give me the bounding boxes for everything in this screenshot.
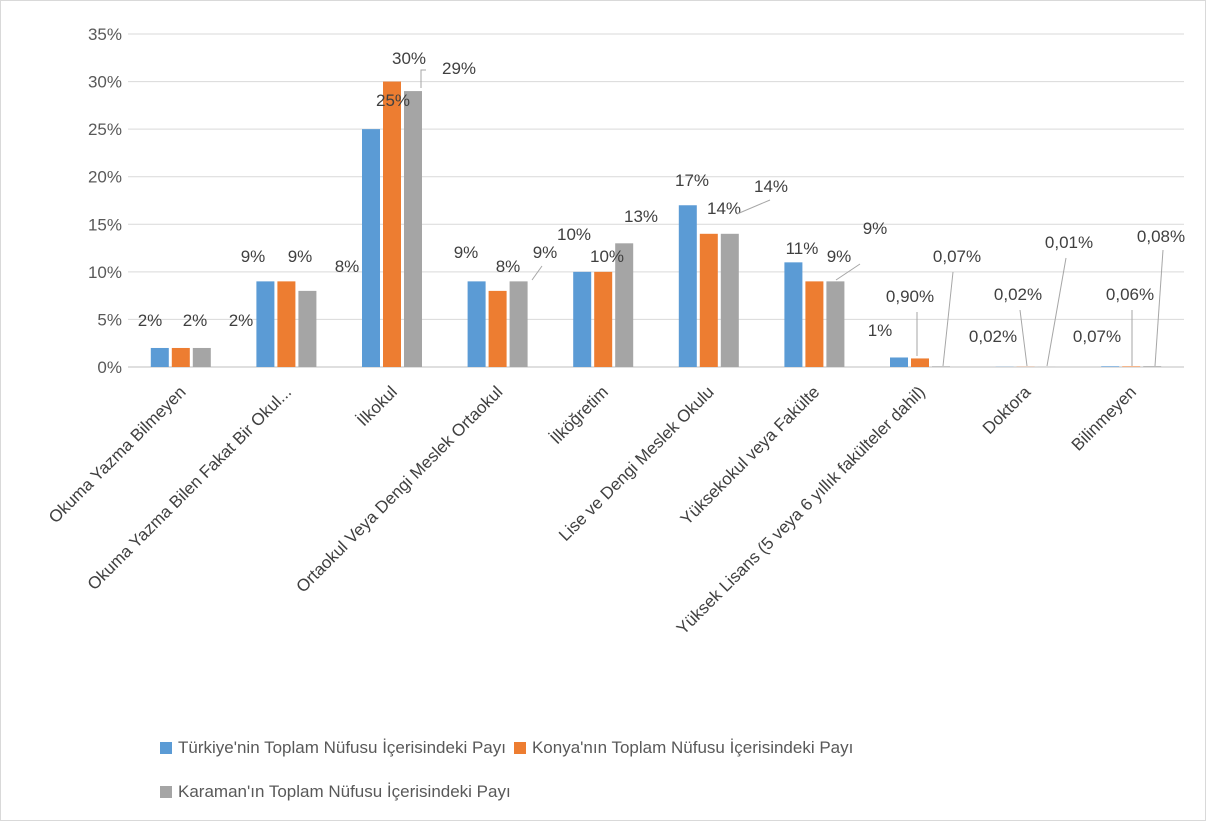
data-label: 30% bbox=[392, 49, 426, 68]
data-label: 25% bbox=[376, 91, 410, 110]
leader-line bbox=[942, 271, 954, 367]
legend-item-turkiye: Türkiye'nin Toplam Nüfusu İçerisindeki P… bbox=[160, 738, 506, 758]
leader-line bbox=[1019, 309, 1028, 367]
bar-turkiye bbox=[784, 262, 803, 367]
data-label: 17% bbox=[675, 171, 709, 190]
category-label: Okuma Yazma Bilen Fakat Bir Okul... bbox=[84, 382, 295, 593]
bar-konya bbox=[488, 290, 507, 367]
legend-swatch-turkiye bbox=[160, 742, 172, 754]
leader-line bbox=[531, 265, 543, 281]
bar-konya bbox=[911, 358, 929, 367]
y-tick-label: 10% bbox=[88, 263, 122, 282]
bar-konya bbox=[277, 281, 296, 367]
category-label: Doktora bbox=[979, 382, 1035, 438]
data-label: 0,02% bbox=[994, 285, 1042, 304]
bar-turkiye bbox=[573, 271, 592, 367]
bar-karaman bbox=[826, 281, 845, 367]
bar-turkiye bbox=[256, 281, 275, 367]
data-label: 9% bbox=[863, 219, 888, 238]
category-label: İlkokul bbox=[353, 382, 401, 430]
category-label: Ortaokul Veya Dengi Meslek Ortaokul bbox=[293, 382, 507, 596]
data-label: 14% bbox=[707, 199, 741, 218]
bar-karaman bbox=[404, 91, 422, 367]
bar-konya bbox=[1122, 366, 1141, 367]
legend-row-1: Türkiye'nin Toplam Nüfusu İçerisindeki P… bbox=[160, 738, 861, 758]
y-tick-label: 25% bbox=[88, 120, 122, 139]
bar-karaman bbox=[720, 233, 739, 367]
data-label: 0,02% bbox=[969, 327, 1017, 346]
bar-turkiye bbox=[1101, 366, 1120, 367]
data-label: 9% bbox=[454, 243, 479, 262]
bar-turkiye bbox=[362, 129, 380, 367]
bar-konya bbox=[699, 233, 718, 367]
legend-swatch-karaman bbox=[160, 786, 172, 798]
data-label: 13% bbox=[624, 207, 658, 226]
y-tick-label: 5% bbox=[97, 310, 122, 329]
bar-karaman bbox=[192, 347, 211, 367]
category-label: Bilinmeyen bbox=[1068, 382, 1140, 454]
legend-item-karaman: Karaman'ın Toplam Nüfusu İçerisindeki Pa… bbox=[160, 782, 511, 802]
data-label: 8% bbox=[335, 257, 360, 276]
bar-karaman bbox=[615, 243, 634, 367]
data-label: 10% bbox=[557, 225, 591, 244]
bar-karaman bbox=[932, 366, 950, 367]
category-label: İlköğretim bbox=[546, 382, 612, 448]
leader-line bbox=[736, 199, 771, 215]
data-label: 0,07% bbox=[933, 247, 981, 266]
leader-line bbox=[420, 69, 426, 88]
data-label: 2% bbox=[183, 311, 208, 330]
data-label: 2% bbox=[229, 311, 254, 330]
y-tick-label: 0% bbox=[97, 358, 122, 377]
bar-karaman bbox=[298, 290, 317, 367]
leader-line bbox=[1046, 257, 1067, 367]
data-label: 10% bbox=[590, 247, 624, 266]
data-label: 2% bbox=[138, 311, 163, 330]
bar-konya bbox=[383, 81, 401, 368]
legend-label-turkiye: Türkiye'nin Toplam Nüfusu İçerisindeki P… bbox=[178, 738, 506, 757]
bar-turkiye bbox=[467, 281, 486, 367]
bar-konya bbox=[171, 347, 190, 367]
data-label: 0,08% bbox=[1137, 227, 1185, 246]
bar-karaman bbox=[1143, 366, 1162, 367]
data-label: 11% bbox=[786, 239, 819, 258]
data-label: 9% bbox=[288, 247, 313, 266]
y-tick-label: 20% bbox=[88, 168, 122, 187]
data-label: 0,06% bbox=[1106, 285, 1154, 304]
data-label: 0,07% bbox=[1073, 327, 1121, 346]
bar-karaman bbox=[509, 281, 528, 367]
data-label: 0,90% bbox=[886, 287, 934, 306]
data-label: 9% bbox=[533, 243, 558, 262]
y-tick-label: 35% bbox=[88, 25, 122, 44]
bar-turkiye bbox=[150, 347, 169, 367]
data-label: 29% bbox=[442, 59, 476, 78]
legend-swatch-konya bbox=[513, 742, 526, 754]
category-label: Yüksek Lisans (5 veya 6 yıllık fakültele… bbox=[673, 382, 929, 638]
y-tick-label: 15% bbox=[88, 215, 122, 234]
data-label: 1% bbox=[868, 321, 893, 340]
data-label: 8% bbox=[496, 257, 521, 276]
bar-turkiye bbox=[890, 357, 908, 367]
legend-label-konya: Konya'nın Toplam Nüfusu İçerisindeki Pay… bbox=[531, 738, 854, 757]
leader-line bbox=[1154, 249, 1164, 367]
legend-label-karaman: Karaman'ın Toplam Nüfusu İçerisindeki Pa… bbox=[178, 782, 511, 801]
data-label: 9% bbox=[241, 247, 266, 266]
legend-row-2: Karaman'ın Toplam Nüfusu İçerisindeki Pa… bbox=[160, 782, 519, 802]
legend-item-konya: Konya'nın Toplam Nüfusu İçerisindeki Pay… bbox=[513, 738, 854, 758]
y-tick-label: 30% bbox=[88, 73, 122, 92]
bar-konya bbox=[594, 271, 613, 367]
leader-line bbox=[835, 263, 861, 281]
data-label: 0,01% bbox=[1045, 233, 1093, 252]
bar-konya bbox=[805, 281, 824, 367]
data-label: 9% bbox=[827, 247, 852, 266]
bar-turkiye bbox=[678, 205, 697, 367]
data-label: 14% bbox=[754, 177, 788, 196]
